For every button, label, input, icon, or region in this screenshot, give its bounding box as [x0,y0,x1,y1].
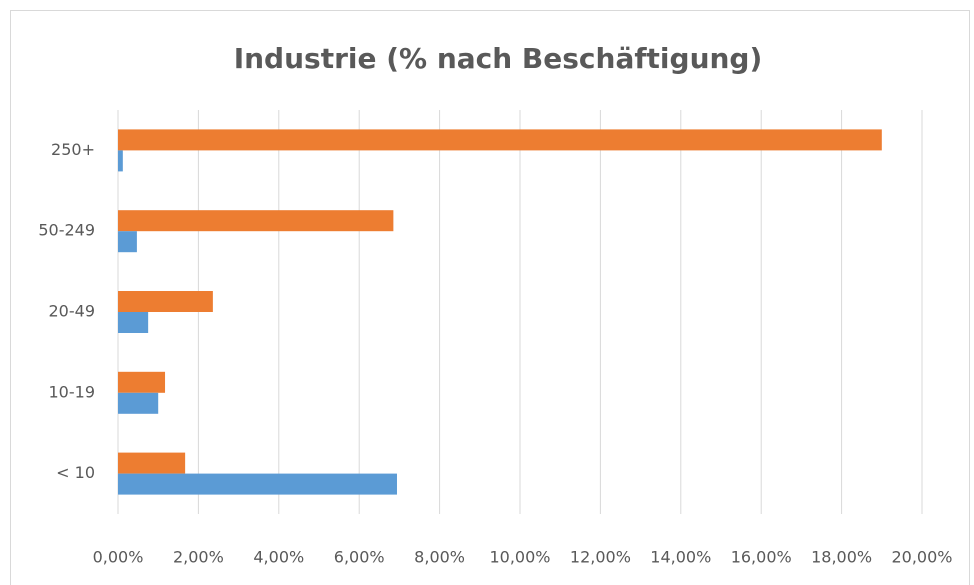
bar [118,312,149,333]
y-tick-label: 20-49 [49,302,96,321]
bar [118,473,397,495]
bar [118,371,166,393]
y-tick-label: 50-249 [38,221,95,240]
x-tick-label: 20,00% [891,548,952,567]
x-tick-label: 2,00% [173,548,224,567]
x-tick-label: 10,00% [489,548,550,567]
bar [118,210,394,232]
x-tick-label: 16,00% [731,548,792,567]
y-tick-label: 250+ [51,140,95,159]
y-tick-label: < 10 [56,463,95,482]
bar [118,291,213,312]
bar [118,150,123,172]
bar [118,392,159,414]
bar [118,129,882,151]
x-tick-label: 8,00% [414,548,465,567]
chart-title: Industrie (% nach Beschäftigung) [234,42,763,75]
x-tick-label: 0,00% [93,548,144,567]
x-tick-label: 12,00% [570,548,631,567]
y-tick-label: 10-19 [49,382,96,401]
bar [118,452,186,474]
x-tick-label: 14,00% [650,548,711,567]
x-tick-label: 6,00% [334,548,385,567]
x-tick-label: 18,00% [811,548,872,567]
bar [118,231,137,253]
x-tick-label: 4,00% [253,548,304,567]
